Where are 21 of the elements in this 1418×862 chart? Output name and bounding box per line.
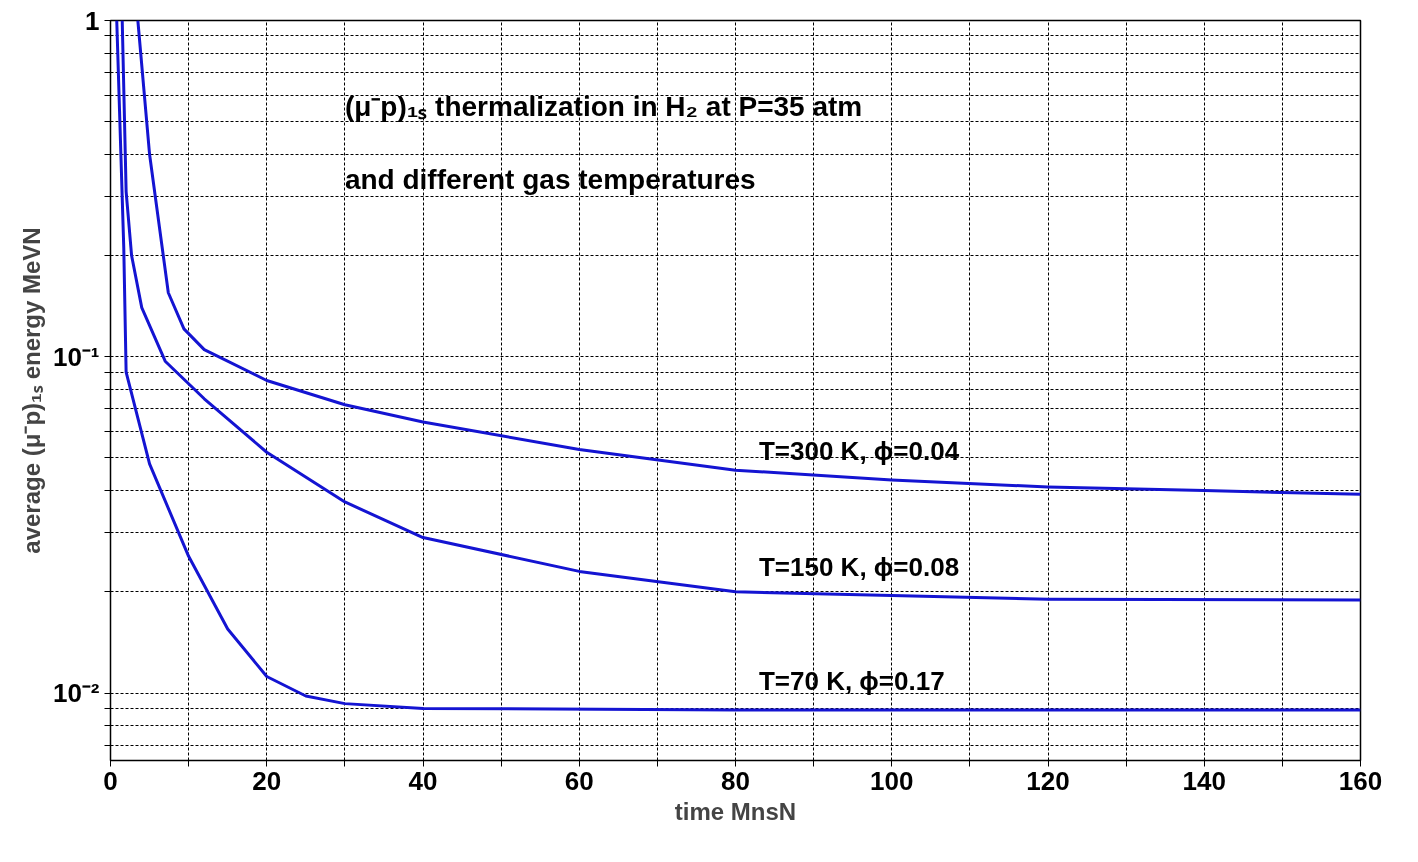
x-tick-label: 0 [103, 765, 118, 796]
y-tick-label: 10⁻¹ [52, 341, 100, 372]
series-label: T=300 K, ϕ=0.04 [758, 436, 960, 467]
x-tick-label: 20 [252, 765, 282, 796]
x-tick-label: 60 [564, 765, 594, 796]
x-tick-label: 140 [1182, 765, 1226, 796]
x-tick-label: 160 [1338, 765, 1383, 796]
y-tick-label: 1 [85, 5, 100, 36]
line-series [115, 20, 1361, 712]
y-axis-title: average (μ⁻p)₁ₛ energy MeVN [17, 227, 45, 554]
annotation: (μ⁻p)₁ₛ thermalization in H₂ at P=35 atm [344, 90, 863, 122]
x-tick-label: 100 [870, 765, 914, 796]
y-tick-label: 10⁻² [52, 678, 100, 709]
x-tick-label: 40 [408, 765, 438, 796]
x-tick-label: 80 [721, 765, 750, 796]
series-label: T=70 K, ϕ=0.17 [758, 666, 945, 697]
x-tick-label: 120 [1026, 765, 1070, 796]
line-series [136, 20, 1361, 496]
series-label: T=150 K, ϕ=0.08 [758, 551, 960, 582]
annotation: and different gas temperatures [344, 163, 756, 195]
x-axis-title: time MnsN [674, 797, 797, 825]
